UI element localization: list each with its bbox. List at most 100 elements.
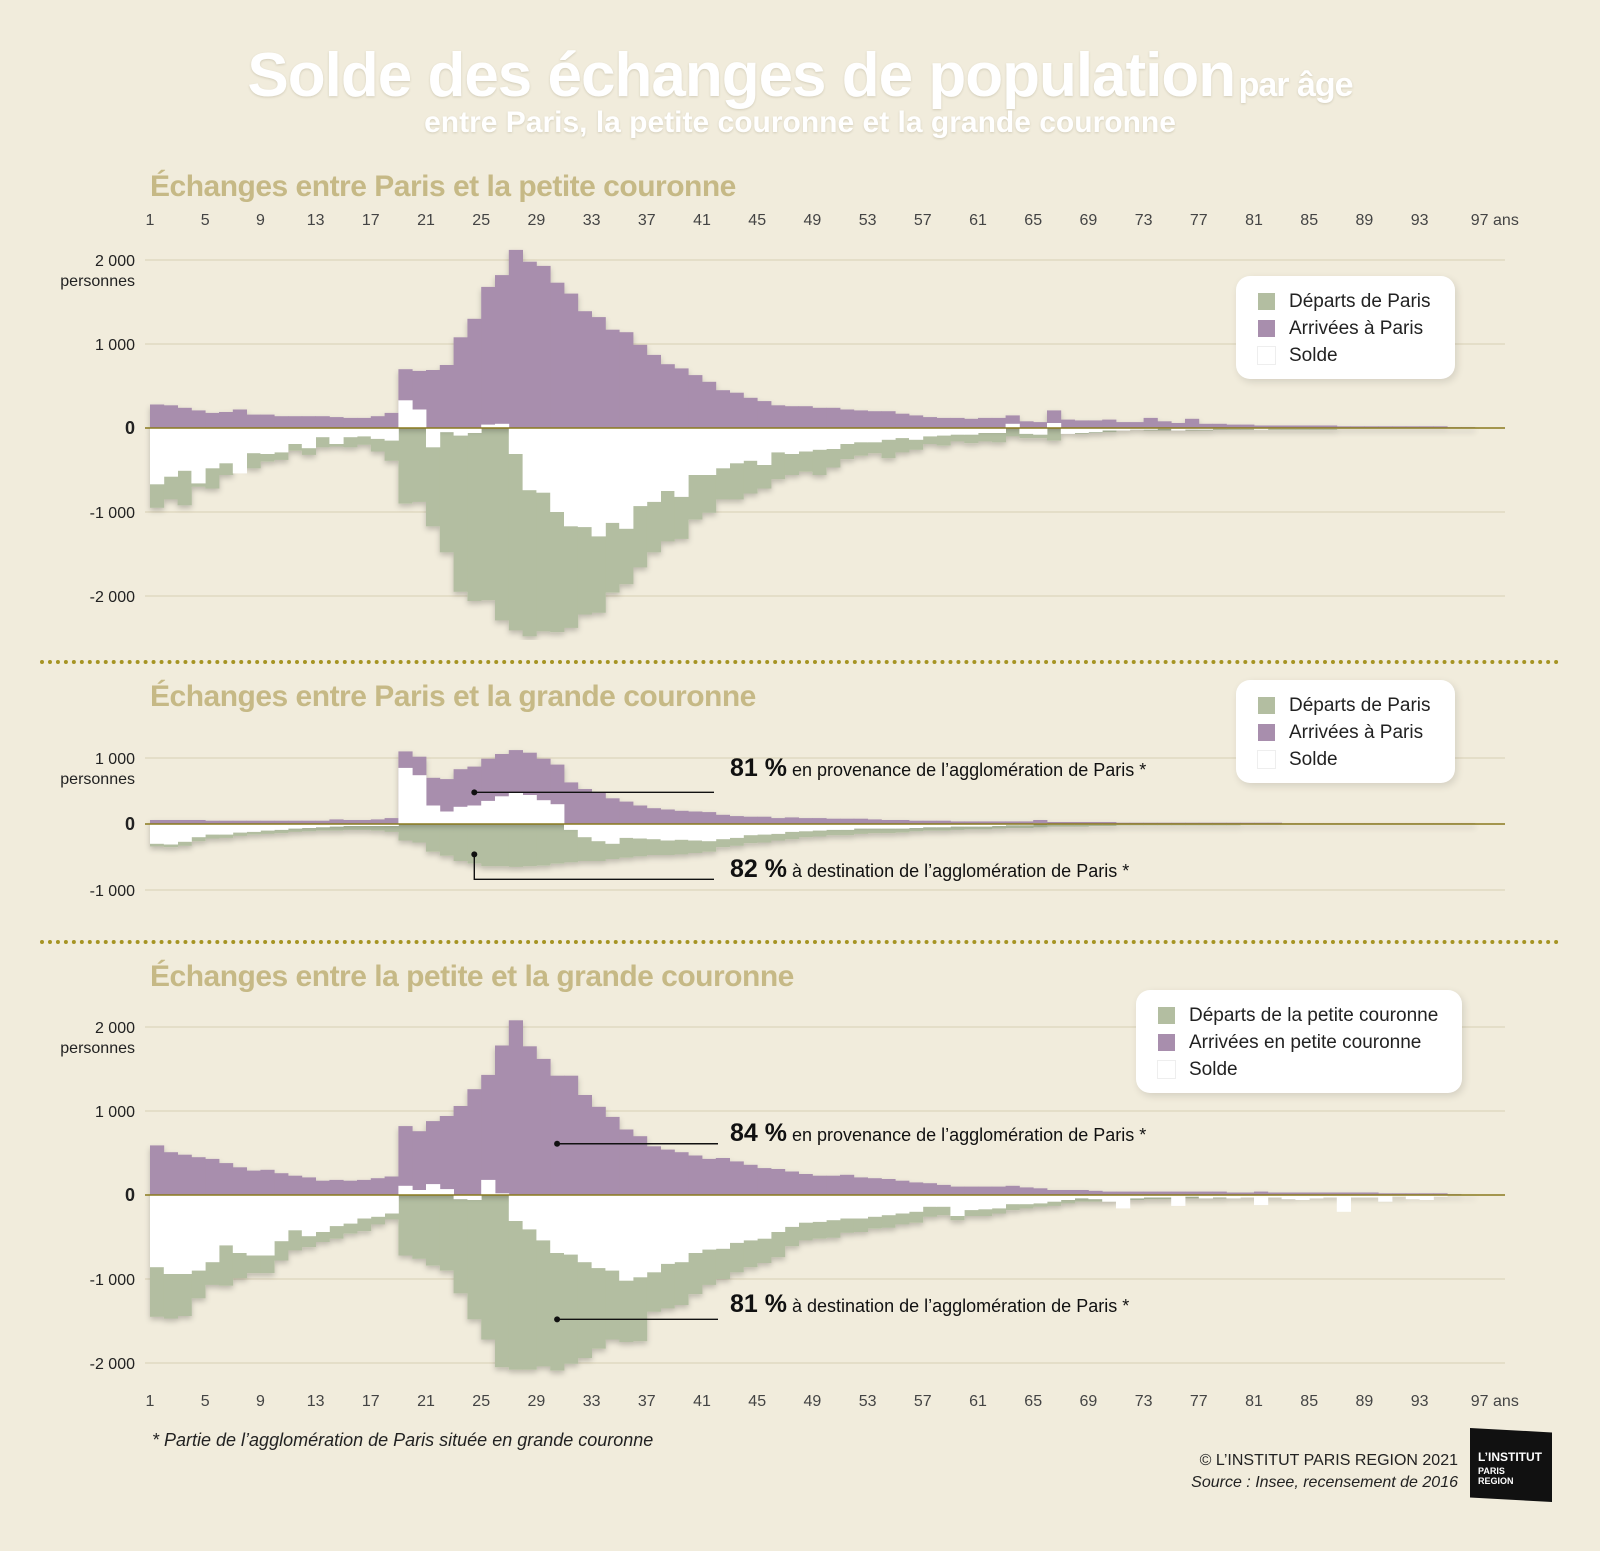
bar-solde [577,1195,592,1263]
credit-block: © L’INSTITUT PARIS REGION 2021 Source : … [1191,1450,1458,1494]
bar-departs [453,824,468,861]
bar-arrivees [315,1180,330,1195]
bar-departs [495,824,510,867]
source-text: Source : Insee, recensement de 2016 [1191,1474,1458,1491]
age-tick-label: 21 [417,1393,435,1410]
annotation-panel-2-departures: 82 % à destination de l’agglomération de… [730,855,1129,884]
bar-departs [370,824,385,831]
bar-departs [439,428,454,553]
bar-solde [1350,1195,1365,1198]
legend-item-arrivees: Arrivées à Paris [1258,315,1431,342]
bar-arrivees [1005,821,1020,824]
bar-arrivees [1129,1191,1144,1195]
bar-departs [426,1195,441,1266]
bar-arrivees [495,1045,510,1195]
bar-arrivees [660,809,675,824]
annotation-panel-2-arrivals: 81 % en provenance de l’agglomération de… [730,754,1146,783]
legend-panel-1: Départs de Paris Arrivées à Paris Solde [1236,276,1455,379]
bar-departs [1323,428,1338,430]
series-solde [150,767,1476,845]
bar-solde [219,428,234,464]
bar-solde [729,1195,744,1243]
legend-swatch-solde [1258,347,1275,364]
bar-solde [605,1195,620,1271]
bar-arrivees [467,318,482,428]
bar-solde [467,805,482,824]
bar-solde [508,1195,523,1221]
age-tick-label: 1 [145,1393,155,1410]
bar-solde [384,1195,399,1214]
bar-solde [412,775,427,824]
bar-solde [950,1195,965,1216]
bar-arrivees [522,261,537,428]
bar-solde [1254,428,1269,430]
bar-departs [1295,428,1310,430]
bar-solde [495,423,510,428]
bar-arrivees [1171,1191,1186,1195]
annotation-panel-3-arrivals: 84 % en provenance de l’agglomération de… [730,1119,1146,1148]
bar-arrivees [1074,822,1089,824]
bar-solde [453,1195,468,1200]
bar-arrivees [1033,1188,1048,1195]
bar-solde [619,428,634,529]
age-tick-label: 69 [1079,212,1098,229]
bar-solde [771,824,786,834]
bar-departs [881,824,896,834]
bar-solde [1143,428,1158,430]
bar-solde [1102,1195,1117,1202]
bar-arrivees [784,406,799,428]
bar-arrivees [467,1089,482,1195]
bar-arrivees [922,417,937,428]
bar-arrivees [1212,423,1227,428]
bar-arrivees [1350,1192,1365,1195]
legend-swatch-departs [1258,697,1275,714]
legend-swatch-arrivees [1158,1034,1175,1051]
bar-solde [605,428,620,523]
bar-arrivees [812,818,827,824]
bar-solde [840,824,855,830]
bar-solde [288,824,303,829]
age-tick-label: 9 [255,1393,265,1410]
bar-arrivees [978,1186,993,1195]
bar-solde [329,1195,344,1227]
bar-departs [522,1195,537,1370]
bar-solde [315,428,330,438]
y-tick-label: 1 000 [95,751,135,768]
bar-solde [1212,1195,1227,1198]
legend-label-departs: Départs de Paris [1289,290,1431,312]
bar-arrivees [784,817,799,824]
bar-arrivees [1143,417,1158,428]
bar-solde [646,1195,661,1273]
bar-arrivees [274,416,289,428]
bar-arrivees [1019,421,1034,428]
bar-arrivees [936,417,951,428]
bar-arrivees [1323,425,1338,428]
age-tick-label: 33 [582,212,601,229]
bar-arrivees [1323,1192,1338,1195]
bar-arrivees [288,416,303,428]
bar-solde [1198,428,1213,430]
bar-solde [895,1195,910,1214]
age-tick-label: 69 [1079,1393,1098,1410]
y-tick-label: -2 000 [90,589,135,606]
bar-arrivees [1019,1187,1034,1195]
bar-solde [260,428,275,454]
bar-arrivees [1309,1192,1324,1195]
bar-departs [467,428,482,601]
bar-arrivees [881,1179,896,1195]
bar-departs [1019,824,1034,828]
panel-1-title: Échanges entre Paris et la petite couron… [150,170,736,203]
age-tick-label: 73 [1134,212,1153,229]
bar-arrivees [660,364,675,428]
bar-arrivees [150,404,165,428]
age-tick-label: 25 [472,1393,491,1410]
bar-solde [771,1195,786,1232]
bar-solde [853,1195,868,1219]
bar-arrivees [757,401,772,428]
bar-departs [481,1195,496,1340]
age-tick-label: 33 [582,1393,601,1410]
bar-solde [246,428,261,454]
bar-departs [398,428,413,504]
bar-departs [1033,824,1048,828]
bar-solde [370,428,385,439]
